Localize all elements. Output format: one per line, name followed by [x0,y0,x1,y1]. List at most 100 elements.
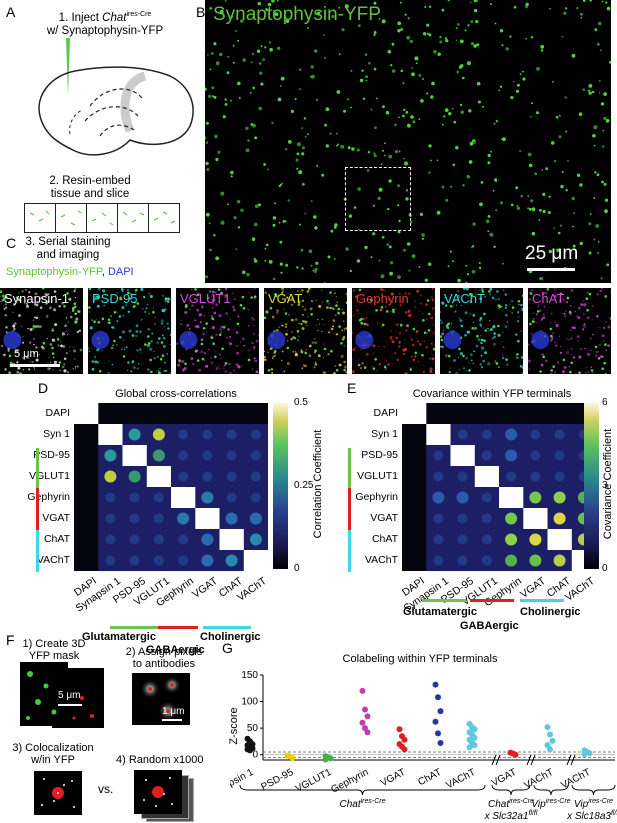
yfp-punctum [412,327,416,331]
stain-punctum [498,366,500,368]
x-category-label: PSD-95 [259,767,295,793]
yfp-punctum [588,89,591,92]
yfp-punctum [101,317,105,321]
yfp-punctum [91,367,95,371]
yfp-punctum [279,183,282,186]
matrix-cell [499,403,524,425]
matrix-cell [523,403,549,425]
stain-punctum [29,360,31,362]
stain-punctum [414,300,416,303]
yfp-punctum [306,290,310,293]
yfp-punctum [304,351,308,355]
yfp-punctum [540,49,544,52]
stain-punctum [317,330,319,332]
step1-line2: w/ Synaptophysin-YFP [46,24,164,37]
stain-punctum [355,346,357,349]
stain-punctum [471,359,473,362]
yfp-punctum [455,146,459,150]
yfp-punctum [529,322,532,326]
yfp-punctum [405,189,408,192]
stain-punctum [169,343,171,345]
yfp-punctum [381,19,386,24]
stain-punctum [575,372,577,374]
yfp-punctum [341,338,345,341]
yfp-punctum [131,360,135,363]
stain-punctum [76,330,80,334]
stain-punctum [604,372,607,374]
yfp-punctum [534,172,538,176]
stain-punctum [39,306,43,309]
yfp-punctum [51,346,54,350]
stain-punctum [366,311,367,313]
stain-punctum [298,335,300,337]
f-scale2-line [162,719,182,721]
group-bar-chol-e-v [348,530,351,572]
group-bar-gaba-d-h [158,626,198,629]
stain-punctum [206,327,208,329]
yfp-punctum [542,192,546,196]
group-e-chol: Cholinergic [520,606,581,618]
matrix-glow [481,450,492,461]
stain-punctum [479,323,482,326]
yfp-punctum [253,295,257,298]
matrix-cell [219,529,245,551]
yfp-punctum [285,148,288,151]
yfp-punctum [585,297,589,300]
stain-punctum [391,354,393,357]
stain-punctum [148,313,150,315]
yfp-punctum [347,146,351,150]
stain-punctum [370,311,372,314]
stain-punctum [478,289,480,291]
stain-punctum [247,308,249,311]
stain-punctum [129,297,132,300]
panel-letter-b: B [196,4,206,20]
stain-punctum [63,369,67,373]
yfp-punctum [357,228,360,231]
stain-punctum [398,342,401,344]
yfp-punctum [473,44,477,48]
yfp-punctum [215,157,219,162]
stain-punctum [506,321,509,323]
matrix-glow [178,450,189,461]
data-point [586,750,593,757]
yfp-punctum [558,135,562,139]
stain-punctum [153,322,157,325]
yfp-punctum [537,254,540,257]
step1-gene: Chat [102,11,127,24]
stain-punctum [577,316,581,320]
yfp-punctum [382,149,384,152]
stain-punctum [493,342,496,346]
stain-punctum [103,304,105,307]
yfp-punctum [549,327,553,331]
yfp-punctum [414,351,418,355]
stain-punctum [549,339,553,343]
stain-punctum [492,329,494,331]
stain-punctum [378,346,380,348]
yfp-punctum [397,204,400,207]
yfp-punctum [599,49,602,52]
yfp-punctum [573,212,576,215]
yfp-punctum [542,355,545,359]
stain-punctum [94,296,98,299]
stain-punctum [183,367,187,370]
yfp-punctum [406,242,411,246]
matrix-cell [402,487,427,509]
yfp-punctum [202,327,206,330]
colorbar-e-label: Covariance Coefficient [602,428,614,540]
matrix-row-label: DAPI [373,407,398,419]
yfp-punctum [292,336,295,339]
yfp-punctum [478,266,482,270]
yfp-punctum [462,354,465,358]
yfp-punctum [592,134,596,138]
stain-punctum [89,326,93,330]
colorbar-e-tick-top: 6 [602,397,608,408]
yfp-punctum [229,99,233,102]
yfp-punctum [493,122,496,125]
yfp-punctum [210,336,214,339]
stain-punctum [253,318,255,321]
colorbar-d [273,403,288,569]
stain-punctum [600,355,603,358]
yfp-punctum [215,61,220,66]
yfp-punctum [365,79,368,82]
stain-punctum [148,292,151,295]
